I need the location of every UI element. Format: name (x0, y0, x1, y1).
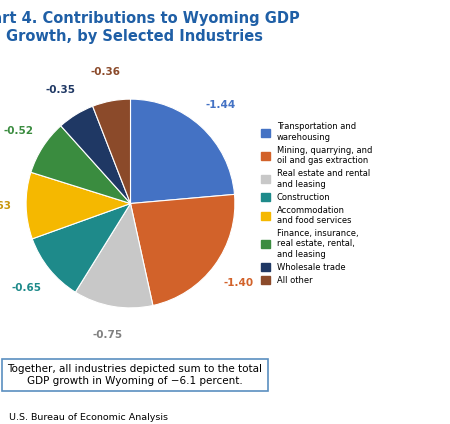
Wedge shape (76, 204, 153, 308)
Text: -0.52: -0.52 (3, 126, 33, 136)
Text: -0.63: -0.63 (0, 201, 12, 211)
Wedge shape (26, 172, 130, 239)
Text: -0.75: -0.75 (93, 330, 123, 340)
Wedge shape (93, 99, 130, 204)
Text: -1.44: -1.44 (206, 100, 236, 110)
Text: -0.35: -0.35 (45, 85, 76, 95)
Legend: Transportation and
warehousing, Mining, quarrying, and
oil and gas extraction, R: Transportation and warehousing, Mining, … (261, 122, 372, 285)
Text: U.S. Bureau of Economic Analysis: U.S. Bureau of Economic Analysis (9, 413, 168, 422)
Wedge shape (130, 194, 235, 305)
Text: Chart 4. Contributions to Wyoming GDP
Growth, by Selected Industries: Chart 4. Contributions to Wyoming GDP Gr… (0, 11, 299, 44)
Wedge shape (32, 204, 130, 292)
Text: Together, all industries depicted sum to the total
GDP growth in Wyoming of −6.1: Together, all industries depicted sum to… (8, 365, 262, 386)
Text: -1.40: -1.40 (223, 278, 253, 287)
Text: -0.65: -0.65 (12, 282, 41, 293)
Wedge shape (130, 99, 234, 204)
Wedge shape (61, 106, 130, 204)
Text: -0.36: -0.36 (91, 67, 121, 77)
Wedge shape (31, 126, 130, 204)
